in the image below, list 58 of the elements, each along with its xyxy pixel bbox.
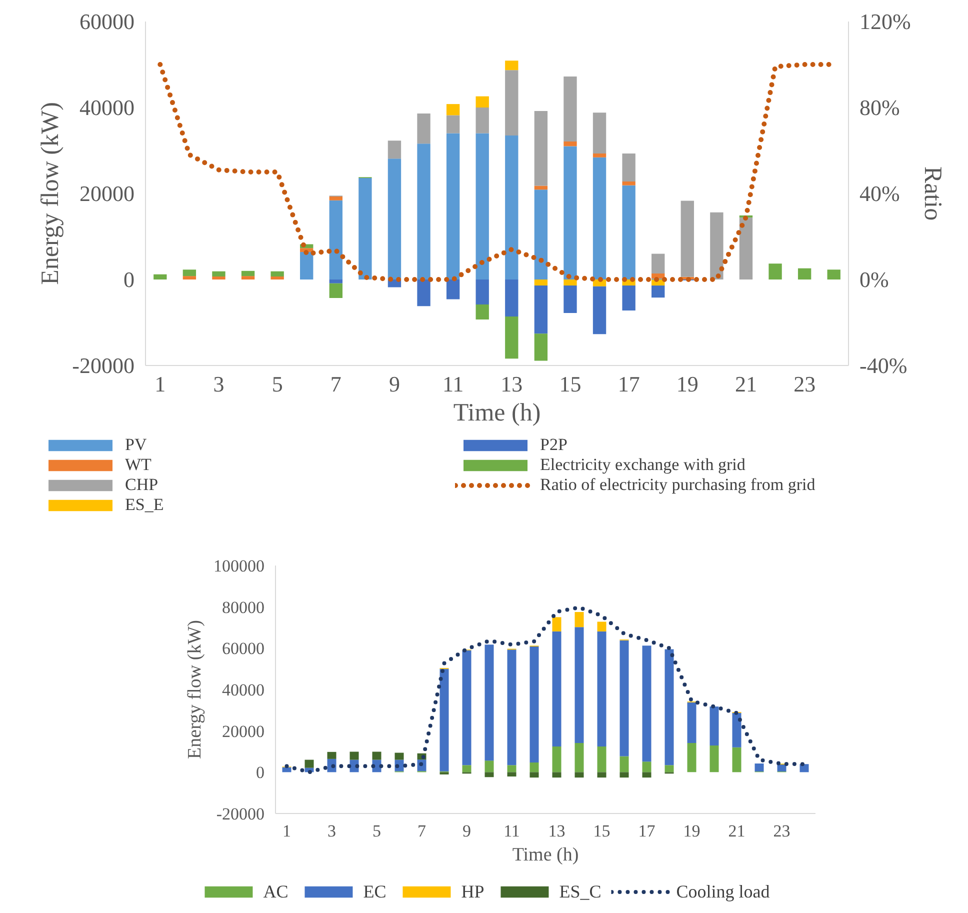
x-axis-title: Time (h) xyxy=(512,844,579,866)
y-tick-label: 0 xyxy=(256,763,264,782)
x-tick-label: 19 xyxy=(676,372,698,396)
legend-label: CHP xyxy=(125,475,160,495)
legend-label: PV xyxy=(125,435,148,455)
y2-tick-label: 0% xyxy=(860,267,889,292)
x-tick-label: 3 xyxy=(213,372,224,396)
x-tick-label: 9 xyxy=(388,372,400,396)
y-tick-label: 100000 xyxy=(214,556,264,576)
x-tick-label: 5 xyxy=(272,372,283,396)
x-tick-label: 15 xyxy=(559,372,582,396)
y2-tick-label: 120% xyxy=(860,9,911,34)
legend-label: ES_C xyxy=(559,881,602,902)
y-tick-label: 40000 xyxy=(222,680,264,700)
x-tick-label: 15 xyxy=(593,822,610,840)
legend-label: EC xyxy=(363,881,386,902)
legend-label: HP xyxy=(461,881,484,902)
y-tick-label: -20000 xyxy=(216,804,265,824)
y-tick-label: 60000 xyxy=(80,9,134,34)
y2-tick-label: 40% xyxy=(860,181,900,206)
x-tick-label: 13 xyxy=(548,822,566,840)
y-tick-label: -20000 xyxy=(72,353,134,378)
legend-label: Ratio of electricity purchasing from grid xyxy=(540,475,816,495)
y2-tick-label: -40% xyxy=(860,353,908,378)
y2-axis-title: Ratio xyxy=(918,166,946,221)
x-tick-label: 7 xyxy=(418,822,426,840)
legend-label: Electricity exchange with grid xyxy=(540,455,746,475)
y2-tick-label: 80% xyxy=(860,95,900,120)
y-axis-title: Energy flow (kW) xyxy=(37,102,64,285)
x-tick-label: 21 xyxy=(728,822,746,840)
x-tick-label: 17 xyxy=(638,822,656,840)
x-tick-label: 23 xyxy=(794,372,816,396)
x-tick-label: 23 xyxy=(773,822,790,840)
y-tick-label: 80000 xyxy=(222,598,264,617)
legend-label: P2P xyxy=(540,435,568,455)
x-tick-label: 17 xyxy=(618,372,640,396)
x-tick-label: 7 xyxy=(330,372,342,396)
x-tick-label: 11 xyxy=(504,822,520,840)
y-tick-label: 0 xyxy=(124,267,134,292)
x-tick-label: 1 xyxy=(282,822,291,840)
x-tick-label: 21 xyxy=(734,372,757,396)
x-tick-label: 19 xyxy=(683,822,700,840)
y-axis-title: Energy flow (kW) xyxy=(184,620,206,759)
legend-label: ES_E xyxy=(125,495,165,515)
legend-label: AC xyxy=(263,881,288,902)
x-tick-label: 13 xyxy=(500,372,523,396)
y-tick-label: 40000 xyxy=(80,95,134,120)
x-tick-label: 5 xyxy=(372,822,381,840)
x-axis-title: Time (h) xyxy=(453,400,541,426)
x-tick-label: 1 xyxy=(154,372,166,396)
x-tick-label: 3 xyxy=(328,822,336,840)
legend-label: WT xyxy=(125,455,152,475)
y-tick-label: 20000 xyxy=(80,181,134,206)
x-tick-label: 9 xyxy=(462,822,471,840)
y-tick-label: 20000 xyxy=(222,722,264,741)
y-tick-label: 60000 xyxy=(222,639,264,658)
legend-label: Cooling load xyxy=(676,881,770,902)
x-tick-label: 11 xyxy=(442,372,464,396)
